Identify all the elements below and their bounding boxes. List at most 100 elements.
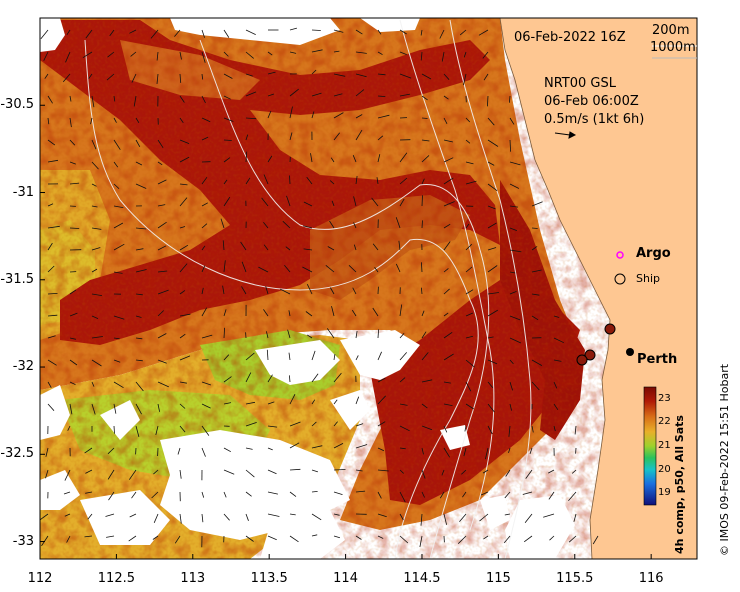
- current-vector: [421, 178, 425, 185]
- current-vector: [355, 176, 358, 185]
- current-vector: [267, 51, 273, 56]
- current-vector: [377, 447, 385, 452]
- current-vector: [485, 447, 489, 460]
- current-vector: [223, 513, 230, 521]
- current-vector: [325, 264, 335, 273]
- current-vector: [223, 157, 231, 163]
- current-vector: [69, 403, 73, 415]
- current-vector: [135, 425, 140, 438]
- current-vector: [333, 132, 341, 141]
- current-vector: [201, 117, 211, 123]
- current-vector: [419, 535, 423, 547]
- current-vector: [157, 204, 166, 207]
- current-vector: [421, 469, 426, 479]
- argo-marker-icon: [616, 251, 624, 259]
- current-vector: [84, 535, 93, 538]
- current-vector: [113, 222, 124, 229]
- current-vector: [333, 372, 342, 383]
- current-vector: [421, 403, 428, 409]
- current-vector: [223, 73, 233, 79]
- current-vector: [201, 95, 206, 104]
- current-vector: [135, 403, 142, 415]
- current-vector: [522, 491, 533, 495]
- current-vector: [399, 29, 407, 35]
- current-vector: [223, 469, 235, 475]
- current-vector: [67, 425, 71, 431]
- current-scale-label: 0.5m/s (1kt 6h): [544, 112, 645, 127]
- current-vector: [355, 355, 359, 361]
- current-vector: [113, 359, 121, 363]
- current-vector: [131, 491, 137, 499]
- current-vector: [179, 183, 188, 186]
- current-vector: [289, 175, 291, 185]
- colorbar-tick-label: 22: [658, 416, 671, 428]
- current-vector: [463, 73, 467, 86]
- current-vector: [355, 396, 360, 405]
- current-vector: [377, 114, 390, 119]
- current-vector: [333, 421, 338, 427]
- current-vector: [47, 403, 55, 411]
- current-vector: [153, 469, 159, 475]
- current-vector: [509, 359, 514, 365]
- current-vector: [465, 223, 470, 229]
- current-vector: [47, 139, 56, 146]
- current-vector: [157, 310, 164, 317]
- current-vector: [421, 310, 425, 317]
- current-vector: [504, 491, 511, 499]
- current-vector: [263, 221, 269, 229]
- current-vector: [113, 139, 121, 150]
- current-vector: [311, 513, 322, 521]
- current-vector: [201, 447, 206, 457]
- current-vector: [303, 201, 313, 207]
- current-vector: [43, 51, 49, 61]
- current-vector: [261, 197, 269, 207]
- current-vector: [265, 286, 269, 295]
- current-vector: [135, 161, 143, 166]
- current-vector: [267, 110, 272, 119]
- current-vector: [377, 135, 384, 141]
- current-vector: [523, 535, 533, 543]
- current-vector: [333, 469, 346, 471]
- current-vector: [311, 534, 318, 537]
- current-vector: [289, 535, 299, 543]
- current-vector: [355, 331, 358, 339]
- current-vector: [223, 354, 230, 361]
- current-vector: [399, 332, 405, 339]
- current-vector: [113, 183, 120, 189]
- map-frame: [39, 17, 698, 560]
- current-vector: [152, 535, 159, 540]
- current-vector: [465, 161, 474, 165]
- current-vector: [531, 201, 543, 207]
- current-vector: [157, 161, 163, 166]
- current-vector: [135, 117, 140, 124]
- current-vector: [289, 375, 291, 383]
- ship-position: [584, 349, 596, 361]
- current-vector: [153, 513, 159, 523]
- current-vector: [443, 331, 453, 339]
- current-vector: [245, 372, 252, 383]
- current-vector: [267, 93, 275, 97]
- current-vector: [220, 218, 225, 229]
- current-vector: [113, 243, 125, 251]
- current-vector: [179, 403, 186, 409]
- current-vector: [157, 289, 169, 295]
- current-vector: [128, 535, 137, 542]
- current-vector: [462, 491, 467, 498]
- current-vector: [311, 29, 321, 31]
- current-vector: [44, 73, 49, 79]
- current-vector: [113, 337, 120, 340]
- current-vector: [63, 491, 71, 495]
- current-vector: [443, 223, 451, 229]
- current-vector: [69, 337, 76, 340]
- current-vector: [106, 535, 115, 538]
- current-vector: [329, 180, 335, 185]
- current-vector: [509, 381, 513, 391]
- current-vector: [85, 469, 93, 474]
- current-vector: [223, 260, 226, 273]
- current-vector: [201, 223, 208, 229]
- current-vector: [47, 225, 60, 229]
- current-vector: [348, 265, 357, 273]
- current-vector: [69, 139, 76, 146]
- current-vector: [377, 421, 386, 427]
